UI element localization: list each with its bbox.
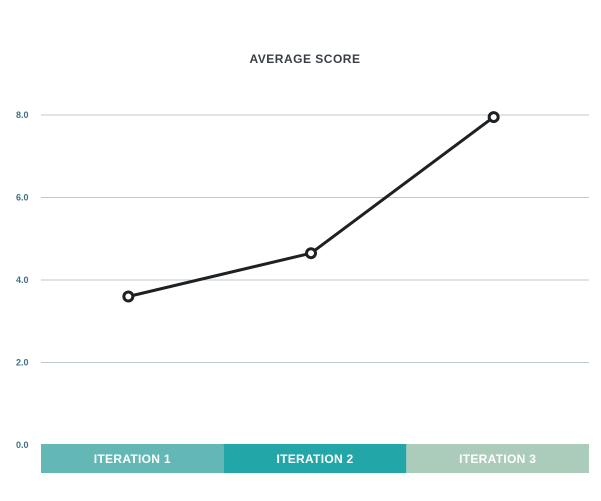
y-tick-label-1: 2.0 bbox=[16, 358, 29, 368]
series-lines bbox=[126, 115, 496, 298]
category-band-1 bbox=[41, 444, 224, 473]
category-label-2: ITERATION 2 bbox=[276, 452, 353, 466]
data-point-3 bbox=[487, 111, 500, 124]
category-label-3: ITERATION 3 bbox=[459, 452, 536, 466]
category-band-3 bbox=[406, 444, 589, 473]
category-label-1: ITERATION 1 bbox=[94, 452, 171, 466]
gridlines bbox=[41, 114, 589, 446]
series-line-1 bbox=[126, 115, 496, 298]
category-band-2 bbox=[223, 444, 407, 473]
y-axis-tick-labels: 0.0 2.0 4.0 6.0 8.0 bbox=[16, 110, 29, 450]
data-point-1 bbox=[122, 290, 135, 303]
chart-title: AVERAGE SCORE bbox=[250, 52, 361, 66]
y-tick-label-3: 6.0 bbox=[16, 193, 29, 203]
category-axis-bands: ITERATION 1 ITERATION 2 ITERATION 3 bbox=[41, 444, 589, 473]
data-point-2 bbox=[305, 247, 317, 260]
y-tick-label-0: 0.0 bbox=[16, 440, 29, 450]
y-tick-label-4: 8.0 bbox=[16, 110, 29, 120]
y-tick-label-2: 4.0 bbox=[16, 275, 29, 285]
data-points bbox=[122, 111, 500, 303]
